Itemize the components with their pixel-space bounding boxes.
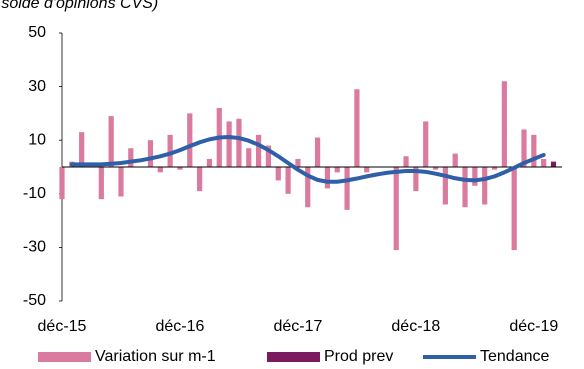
x-tick-label: déc-19 <box>509 318 558 335</box>
y-tick-label: 10 <box>28 131 46 148</box>
x-tick-label: déc-17 <box>273 318 322 335</box>
bar <box>482 167 488 205</box>
bar <box>128 148 134 167</box>
bar <box>177 167 183 170</box>
legend-swatch <box>38 352 91 362</box>
y-tick-label: 30 <box>28 78 46 95</box>
bar <box>403 156 409 167</box>
y-tick-label: -50 <box>23 292 46 309</box>
y-tick-label: 50 <box>28 24 46 41</box>
x-tick-label: déc-16 <box>155 318 204 335</box>
bar <box>314 137 321 167</box>
bar <box>157 167 163 173</box>
bar <box>344 167 350 210</box>
bar <box>550 161 557 167</box>
bar <box>187 113 193 167</box>
bar <box>79 132 85 167</box>
bar <box>541 158 547 167</box>
bar <box>265 145 272 167</box>
bar <box>324 167 331 189</box>
bar <box>354 89 360 167</box>
bar <box>501 81 507 167</box>
bar <box>285 167 291 194</box>
bar <box>226 121 232 167</box>
bar <box>256 134 262 167</box>
bar <box>295 158 301 167</box>
bar <box>521 129 527 167</box>
trend-line <box>69 134 546 184</box>
bar <box>423 121 429 167</box>
bar <box>531 134 537 167</box>
bar <box>432 167 439 170</box>
bar <box>108 116 114 167</box>
legend-label: Variation sur m-1 <box>95 348 216 365</box>
bar <box>364 167 370 173</box>
bar <box>472 167 478 186</box>
bar <box>511 167 517 251</box>
y-tick-label: -30 <box>23 239 46 256</box>
legend-label: Prod prev <box>324 348 393 365</box>
bar <box>167 134 173 167</box>
bar <box>147 140 154 167</box>
bar <box>393 167 399 251</box>
bar <box>442 167 448 205</box>
bar <box>246 148 252 167</box>
bar <box>452 153 458 167</box>
legend-label: Tendance <box>480 348 549 365</box>
bar <box>462 167 468 208</box>
bar <box>334 167 340 173</box>
bar <box>206 158 213 167</box>
legend-swatch <box>267 352 320 362</box>
bar <box>98 167 104 200</box>
bar <box>305 167 311 208</box>
bar <box>413 167 419 192</box>
bar <box>275 167 281 181</box>
x-tick-label: déc-15 <box>38 318 87 335</box>
bar <box>236 118 242 167</box>
bar <box>59 167 65 200</box>
bar <box>197 167 203 192</box>
bar <box>491 167 498 170</box>
y-tick-label: -10 <box>23 185 46 202</box>
x-tick-label: déc-18 <box>391 318 440 335</box>
bar <box>118 167 124 197</box>
chart-title: (solde d'opinions CVS) <box>0 0 158 12</box>
